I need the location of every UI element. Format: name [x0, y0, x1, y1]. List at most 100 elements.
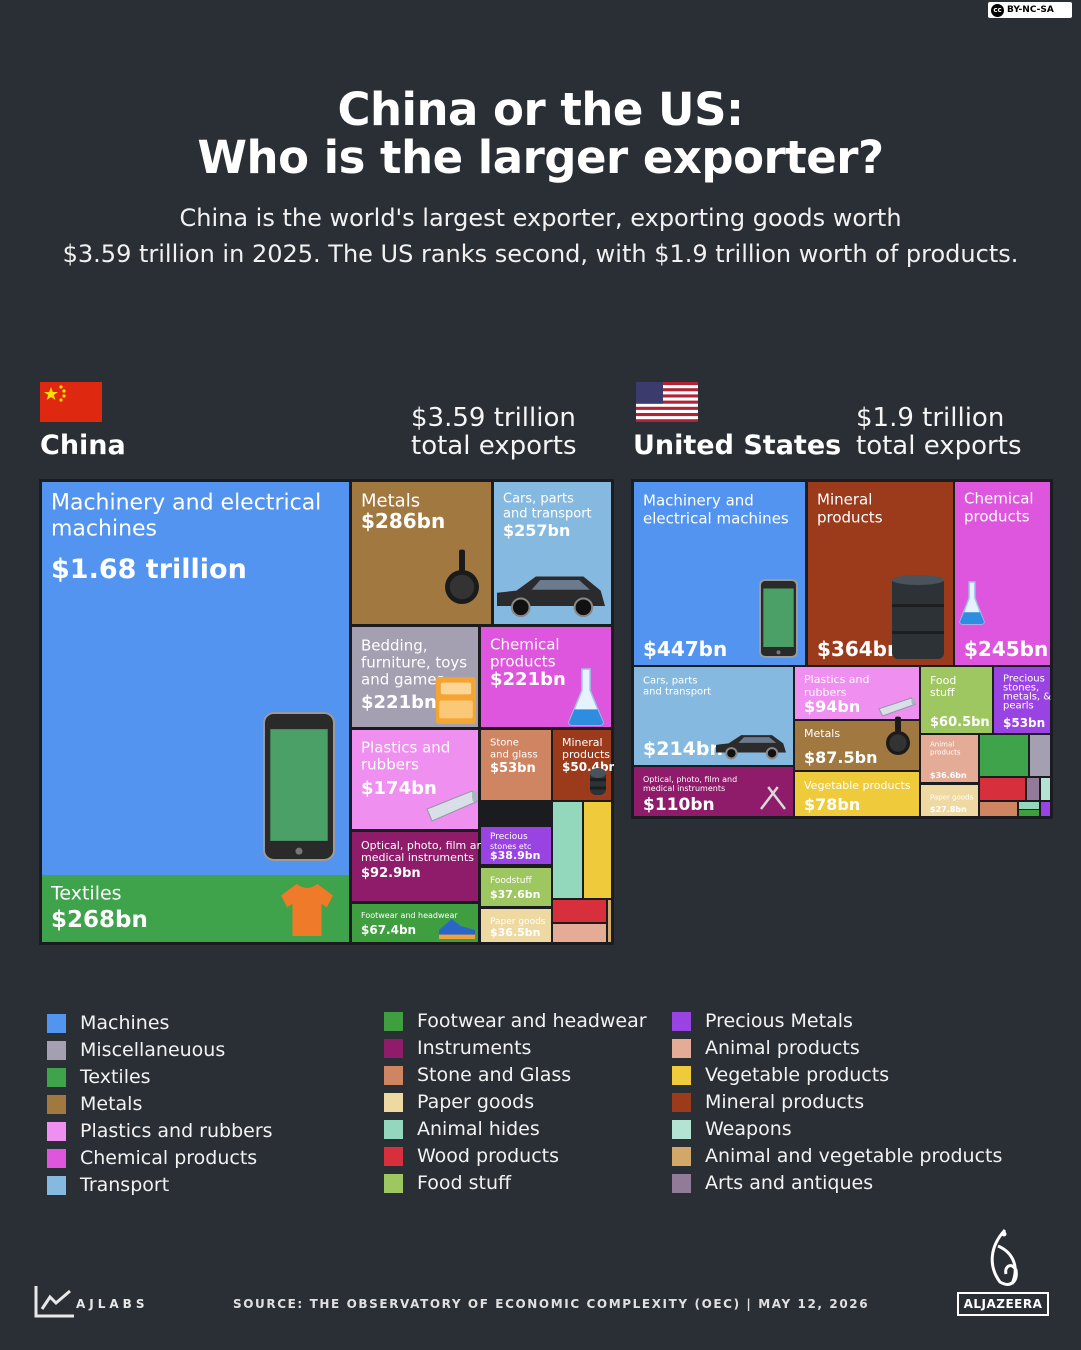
legend-label: Precious Metals [705, 1010, 853, 1032]
china-rect-foodstuff [481, 868, 551, 906]
china-shoe-icon [439, 919, 475, 939]
us-rect-optical-photo-film-and-medical-instruments [634, 767, 793, 816]
legend-swatch [672, 1147, 691, 1166]
legend-swatch [384, 1120, 403, 1139]
page-title: China or the US: Who is the larger expor… [0, 86, 1081, 182]
us-label-optical-photo-film-and-medical-instruments-1: medical instruments [643, 784, 725, 793]
china-value-stone-and-glass: $53bn [490, 761, 536, 776]
us-label-vegetable-products-0: Vegetable products [804, 779, 911, 792]
china-minor-animal-and-vegetable-products [608, 900, 611, 942]
china-label-optical-photo-film-and-medical-instruments-1: medical instruments [361, 851, 474, 864]
china-label: China [40, 430, 126, 461]
legend-swatch [384, 1174, 403, 1193]
legend-label: Instruments [417, 1037, 532, 1059]
china-label-chemical-products-1: products [490, 652, 556, 670]
legend-label: Machines [80, 1012, 170, 1034]
china-label-mineral-products-1: products [562, 748, 610, 761]
us-minor-miscellaneuous [1030, 735, 1050, 776]
legend-label: Textiles [80, 1066, 151, 1088]
legend-label: Mineral products [705, 1091, 865, 1113]
legend-swatch [384, 1093, 403, 1112]
legend-swatch [47, 1068, 66, 1087]
us-label-cars-parts-and-transport-0: Cars, parts [643, 676, 698, 687]
china-phone-icon [263, 712, 335, 861]
china-label-bedding-furniture-toys-and-games-0: Bedding, [361, 636, 428, 654]
us-phone-icon [759, 579, 798, 658]
china-label-machinery-and-electrical-machines-0: Machinery and electrical [51, 491, 321, 516]
us-cell-vegetable-products: Vegetable products $78bn [795, 772, 919, 816]
china-label-precious-stones-etc-0: Precious [490, 832, 528, 842]
china-total-value: $3.59 trillion [411, 403, 576, 433]
ajlabs-logo-icon [34, 1286, 74, 1318]
us-label-precious-stones-metals-pearls-2: metals, & [1003, 692, 1051, 703]
us-value-cars-parts-and-transport: $214bn [643, 738, 723, 760]
us-label-plastics-and-rubbers-0: Plastics and [804, 673, 870, 686]
us-label-plastics-and-rubbers-1: rubbers [804, 686, 847, 699]
us-label-machinery-and-electrical-machines-0: Machinery and [643, 491, 754, 509]
us-label: United States [633, 430, 842, 461]
china-label-bedding-furniture-toys-and-games-1: furniture, toys [361, 653, 467, 671]
us-pan-icon [886, 716, 910, 755]
us-rect-animal-products [921, 735, 978, 782]
china-label-cars-parts-and-transport-0: Cars, parts [503, 492, 574, 507]
us-minor-arts-and-antiques [1027, 778, 1039, 800]
creative-commons-icon: cc [991, 3, 1004, 17]
us-value-plastics-and-rubbers: $94bn [804, 697, 860, 716]
title-line-1: China or the US: [337, 83, 744, 136]
us-pipe-icon [878, 697, 916, 717]
us-minor-weapons [1041, 778, 1050, 800]
us-value-chemical-products: $245bn [964, 637, 1048, 661]
legend-swatch [672, 1174, 691, 1193]
us-minor-animal-hides [1019, 802, 1039, 809]
aljazeera-logo-text: ALJAZEERA [957, 1292, 1049, 1316]
source-line: SOURCE: THE OBSERVATORY OF ECONOMIC COMP… [233, 1297, 870, 1311]
us-label-mineral-products-1: products [817, 508, 883, 526]
china-pan-icon [445, 549, 479, 604]
us-cell-food-stuff: Foodstuff $60.5bn [921, 667, 992, 733]
china-value-optical-photo-film-and-medical-instruments: $92.9bn [361, 866, 421, 881]
us-rect-chemical-products [955, 482, 1050, 665]
legend-swatch [47, 1122, 66, 1141]
legend-swatch [672, 1093, 691, 1112]
license-badge: cc BY-NC-SA [988, 2, 1072, 18]
china-label-footwear-and-headwear-0: Footwear and headwear [361, 911, 458, 920]
legend-swatch [384, 1039, 403, 1058]
china-cell-metals: Metals$286bn [352, 482, 491, 624]
us-value-optical-photo-film-and-medical-instruments: $110bn [643, 795, 715, 815]
ajlabs-brand: AJLABS [76, 1297, 149, 1311]
us-tools-icon [760, 786, 786, 810]
legend-swatch [47, 1176, 66, 1195]
china-value-plastics-and-rubbers: $174bn [361, 778, 437, 799]
us-cell-paper-goods: Paper goods $27.8bn [921, 785, 978, 816]
us-label-optical-photo-film-and-medical-instruments-0: Optical, photo, film and [643, 775, 737, 784]
us-value-paper-goods: $27.8bn [930, 805, 967, 814]
china-value-metals: $286bn [361, 509, 445, 533]
us-total-caption: total exports [856, 431, 1022, 461]
china-value-foodstuff: $37.6bn [490, 888, 541, 901]
china-label-plastics-and-rubbers-0: Plastics and [361, 738, 450, 756]
china-label-foodstuff-0: Foodstuff [490, 876, 533, 886]
china-rect-precious-stones-etc [481, 827, 551, 864]
us-minor-footwear-and-headwear [1019, 810, 1039, 816]
china-label-chemical-products-0: Chemical [490, 635, 560, 653]
legend-swatch [47, 1149, 66, 1168]
china-minor-vegetable-products [584, 802, 611, 898]
china-total: $3.59 trillion total exports [411, 404, 576, 460]
legend-swatch [672, 1012, 691, 1031]
subtitle-line-1: China is the world's largest exporter, e… [179, 204, 902, 232]
us-label-cars-parts-and-transport-1: and transport [643, 687, 711, 698]
legend-swatch [47, 1041, 66, 1060]
china-shirt-icon [281, 884, 333, 936]
us-value-machinery-and-electrical-machines: $447bn [643, 637, 727, 661]
us-flag-icon [636, 382, 698, 422]
us-label-paper-goods-0: Paper goods [930, 793, 974, 801]
title-line-2: Who is the larger exporter? [197, 131, 884, 184]
page-subtitle: China is the world's largest exporter, e… [0, 200, 1081, 272]
us-value-vegetable-products: $78bn [804, 795, 860, 814]
legend-label: Plastics and rubbers [80, 1120, 273, 1142]
